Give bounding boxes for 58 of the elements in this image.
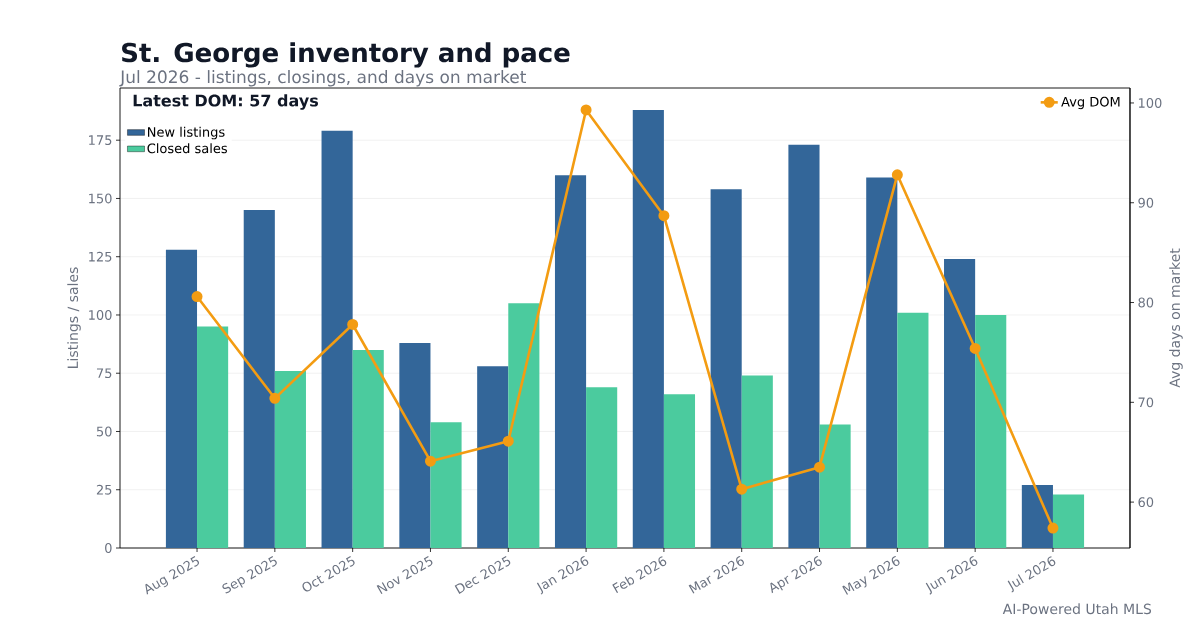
legend-label: Closed sales	[147, 143, 227, 154]
y2-tick-label: 70	[1138, 397, 1154, 408]
y2-tick-label: 90	[1138, 197, 1154, 208]
point	[269, 392, 281, 404]
annotation: Latest DOM: 57 days	[133, 94, 319, 110]
bar	[710, 189, 742, 548]
bar	[321, 130, 353, 548]
bar	[554, 175, 587, 548]
y-tick-label: 175	[89, 135, 112, 146]
bar	[663, 394, 696, 548]
bar	[866, 177, 898, 548]
bar	[430, 422, 462, 548]
point	[736, 483, 748, 495]
y-axis-title: Listings / sales	[67, 267, 81, 368]
bar	[197, 326, 229, 548]
y-tick-label: 100	[89, 310, 112, 320]
y2-tick-label: 100	[1138, 98, 1162, 108]
y-tick-label: 125	[89, 251, 112, 262]
bar	[788, 144, 820, 548]
y2-tick-label: 60	[1138, 497, 1154, 508]
bar	[508, 303, 540, 548]
point	[191, 291, 203, 303]
point	[580, 104, 592, 116]
point	[814, 461, 826, 473]
bar	[944, 259, 976, 548]
bar	[632, 109, 664, 548]
bar	[352, 349, 384, 548]
point	[424, 455, 436, 467]
chart-title: St. George inventory and pace	[122, 42, 570, 68]
point	[891, 169, 903, 181]
legend-label: Avg DOM	[1061, 96, 1120, 110]
bar	[165, 249, 198, 548]
y-tick-label: 0	[105, 543, 112, 553]
bar	[477, 366, 509, 548]
point	[1047, 522, 1059, 534]
point	[969, 342, 981, 354]
bar	[897, 312, 929, 548]
y-tick-label: 75	[96, 368, 112, 379]
y-tick-label: 25	[96, 484, 112, 495]
bar	[1052, 494, 1085, 548]
bar	[399, 342, 431, 548]
bar	[274, 370, 306, 548]
bar	[819, 424, 851, 548]
point	[502, 435, 514, 447]
chart-subtitle: Jul 2026 - listings, closings, and days on market	[119, 70, 527, 87]
y2-tick-label: 80	[1138, 297, 1154, 308]
legend-label: New listings	[148, 126, 225, 140]
text: AI-Powered Utah MLS	[1002, 603, 1152, 615]
y2-axis-title: Avg days on market	[1169, 248, 1183, 388]
point	[347, 318, 359, 330]
bar	[243, 210, 275, 548]
bar	[1021, 485, 1053, 548]
y-tick-label: 150	[89, 193, 112, 204]
bar	[975, 314, 1007, 548]
bar	[586, 387, 618, 548]
y-tick-label: 50	[96, 426, 112, 437]
point	[658, 210, 670, 222]
bar	[741, 375, 773, 548]
